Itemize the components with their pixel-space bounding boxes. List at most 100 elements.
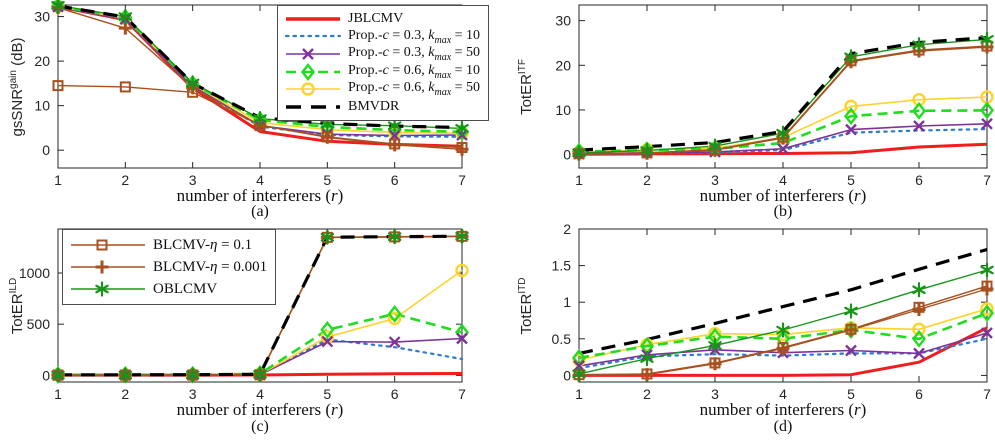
x-tick-label: 5	[847, 172, 855, 188]
circle-marker	[455, 263, 469, 278]
xlabel-a: number of interferers (r)	[176, 186, 344, 205]
circle-marker	[301, 82, 315, 96]
series-markers-oblcmv	[572, 31, 994, 161]
x-tick-label: 7	[983, 386, 991, 402]
x-marker	[388, 336, 401, 348]
ylabel-a: gsSNRgain (dB)	[8, 37, 26, 136]
x-tick-label: 6	[915, 172, 923, 188]
legend-entry-blcmv_eta01: BLCMV-η = 0.1	[69, 234, 267, 256]
x-tick-label: 4	[779, 172, 787, 188]
x-tick-label: 2	[643, 386, 651, 402]
legend-label-oblcmv: OBLCMV	[153, 280, 218, 297]
legend-entry-blcmv_eta001: BLCMV-η = 0.001	[69, 256, 267, 278]
legend-entry-prop_c06_k10: Prop.-c = 0.6, kmax = 10	[284, 62, 481, 81]
legend-sample-prop_c06_k50	[286, 82, 340, 96]
asterisk-marker	[185, 367, 200, 383]
x-tick-label: 6	[391, 386, 399, 402]
asterisk-marker	[455, 120, 469, 136]
panel-c-toter-ild: 1 2 3 4 5 6 7 0 500 1000 TotERILD number of interfe…	[0, 222, 497, 443]
legend-label-prop_c06_k50: Prop.-c = 0.6, kmax = 50	[348, 80, 481, 99]
plus-marker	[640, 368, 654, 382]
x-tick-label: 2	[643, 172, 651, 188]
plus-marker	[844, 323, 858, 337]
x-marker	[456, 332, 468, 345]
plus-marker	[980, 282, 994, 296]
x-tick-label: 7	[983, 172, 991, 188]
legend-label-prop_c03_k10: Prop.-c = 0.3, kmax = 10	[348, 27, 481, 46]
asterisk-marker	[844, 49, 858, 65]
legend-sample-blcmv_eta001	[71, 260, 145, 274]
series-line-bmvdr	[578, 247, 988, 355]
y-tick-label: 10	[555, 102, 571, 118]
y-tick-label: 2	[563, 222, 571, 237]
plus-marker	[388, 138, 402, 152]
x-marker	[845, 123, 857, 136]
x-marker	[302, 48, 314, 60]
asterisk-marker	[387, 118, 402, 134]
x-tick-label: 4	[256, 386, 264, 402]
legend-entry-jblcmv: JBLCMV	[284, 10, 480, 28]
legend-label-prop_c06_k10: Prop.-c = 0.6, kmax = 10	[348, 62, 481, 81]
y-tick-label: 0	[563, 367, 571, 383]
y-tick-label: 20	[34, 53, 50, 69]
legend-sample-prop_c03_k50	[286, 48, 340, 60]
y-tick-label: 30	[34, 9, 50, 25]
legend-sample-prop_c03_k10	[284, 35, 342, 38]
chart-b-canvas: 1 2 3 4 5 6 7 0 10 20 30	[555, 4, 995, 188]
x-tick-label: 6	[915, 386, 923, 402]
asterisk-marker	[572, 145, 586, 161]
x-tick-label: 5	[323, 386, 331, 402]
series-markers-oblcmv	[51, 228, 469, 383]
y-tick-label: 1.5	[552, 258, 572, 274]
asterisk-marker	[253, 366, 267, 382]
square-marker	[119, 81, 131, 93]
circle-marker	[912, 322, 926, 336]
legend-entry-prop_c06_k50: Prop.-c = 0.6, kmax = 50	[284, 80, 480, 98]
asterisk-marker	[320, 229, 335, 245]
diamond-marker	[843, 107, 859, 126]
square-marker	[52, 80, 64, 92]
asterisk-marker	[912, 37, 926, 53]
asterisk-marker	[387, 229, 402, 245]
asterisk-marker	[95, 281, 109, 297]
plus-marker	[320, 130, 334, 144]
x-tick-label: 1	[575, 386, 583, 402]
series-markers-oblcmv	[572, 262, 994, 382]
x-tick-label: 3	[711, 172, 719, 188]
diamond-marker	[911, 101, 927, 120]
legend-sample-oblcmv	[71, 281, 145, 297]
y-tick-label: 1000	[19, 265, 50, 281]
caption-c: (c)	[251, 418, 269, 435]
x-marker	[777, 142, 789, 155]
ylabel-b: TotERITF	[517, 58, 535, 115]
series-markers-blcmv_eta001	[572, 40, 994, 161]
asterisk-marker	[980, 31, 994, 47]
axis-tick-labels: 1 2 3 4 5 6 7 0 0.5 1 1.5 2	[552, 222, 992, 402]
x-tick-label: 1	[54, 386, 62, 402]
circle-marker	[980, 302, 994, 316]
asterisk-marker	[980, 262, 994, 278]
y-tick-label: 20	[555, 57, 571, 73]
diamond-marker	[320, 320, 335, 339]
legend-entry-bmvdr: BMVDR	[284, 98, 480, 116]
asterisk-marker	[844, 303, 858, 319]
asterisk-marker	[572, 366, 586, 382]
circle-marker	[387, 311, 402, 326]
xlabel-d: number of interferers (r)	[699, 400, 867, 419]
x-tick-label: 6	[391, 172, 399, 188]
y-tick-label: 0	[563, 147, 571, 163]
asterisk-marker	[708, 138, 722, 154]
x-marker	[981, 327, 993, 339]
x-marker	[981, 117, 993, 130]
x-marker	[913, 347, 925, 360]
xlabel-b: number of interferers (r)	[699, 186, 867, 205]
series-line-prop_c06_k10	[578, 311, 988, 360]
diamond-marker	[979, 101, 995, 120]
y-tick-label: 500	[27, 316, 51, 332]
legend-sample-prop_c06_k10	[286, 62, 340, 81]
legend-c: BLCMV-η = 0.1 BLCMV-η = 0.001 OBLCMV	[62, 229, 277, 305]
asterisk-marker	[185, 75, 200, 91]
caption-d: (d)	[773, 418, 793, 435]
diamond-marker	[911, 329, 927, 348]
